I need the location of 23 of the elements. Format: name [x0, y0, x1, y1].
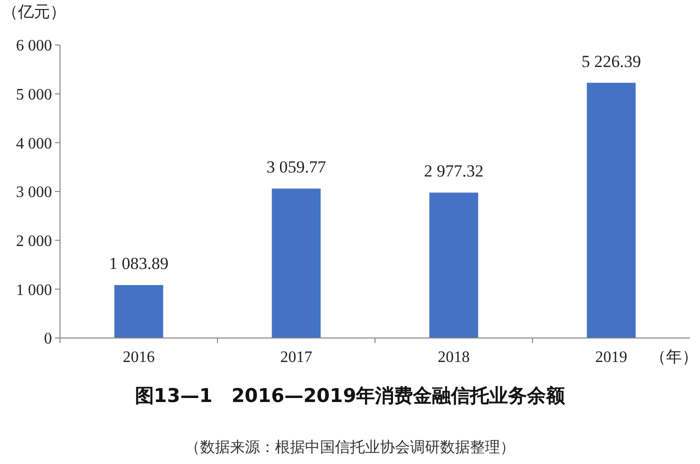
y-axis-title: （亿元）	[2, 4, 66, 21]
data-label: 5 226.39	[582, 52, 641, 71]
y-tick-label: 3 000	[16, 184, 52, 202]
y-tick-label: 5 000	[16, 86, 52, 104]
x-tick-label: 2019	[595, 349, 628, 366]
text: （数据来源：根据中国信托业协会调研数据整理）	[185, 438, 515, 456]
data-label: 3 059.77	[266, 158, 326, 177]
y-tick-label: 6 000	[16, 38, 52, 55]
bar	[586, 82, 636, 338]
y-tick-label: 4 000	[16, 135, 52, 152]
text: 图13—1 2016—2019年消费金融信托业务余额	[134, 385, 566, 407]
bar	[114, 285, 164, 338]
x-tick-label: 2018	[438, 349, 470, 366]
y-tick-label: 2 000	[16, 232, 52, 250]
x-tick-label: 2016	[122, 349, 155, 366]
x-tick-label: 2017	[280, 349, 312, 366]
data-label: 2 977.32	[424, 162, 484, 181]
bar	[429, 192, 478, 338]
bar	[272, 188, 321, 338]
x-axis-title: （年）	[650, 349, 698, 366]
y-tick-label: 1 000	[16, 282, 52, 299]
y-tick-label: 0	[44, 330, 52, 348]
data-label: 1 083.89	[109, 254, 168, 274]
